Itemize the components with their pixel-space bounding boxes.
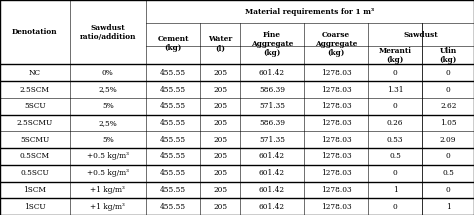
Text: +1 kg/m³: +1 kg/m³ bbox=[91, 186, 125, 194]
Text: 2.62: 2.62 bbox=[440, 102, 456, 110]
Text: 205: 205 bbox=[213, 119, 227, 127]
Text: 2,5%: 2,5% bbox=[99, 86, 117, 94]
Text: 0: 0 bbox=[393, 203, 398, 211]
Text: 455.55: 455.55 bbox=[160, 136, 186, 144]
Text: +1 kg/m³: +1 kg/m³ bbox=[91, 203, 125, 211]
Text: 601.42: 601.42 bbox=[259, 169, 285, 177]
Text: 0: 0 bbox=[393, 69, 398, 77]
Text: Cement
(kg): Cement (kg) bbox=[157, 35, 189, 52]
Text: 571.35: 571.35 bbox=[259, 136, 285, 144]
Text: 0.5SCM: 0.5SCM bbox=[20, 152, 50, 160]
Text: 0.5SCU: 0.5SCU bbox=[20, 169, 49, 177]
Text: 455.55: 455.55 bbox=[160, 119, 186, 127]
Text: 0.53: 0.53 bbox=[387, 136, 403, 144]
Text: 455.55: 455.55 bbox=[160, 69, 186, 77]
Text: 1.05: 1.05 bbox=[440, 119, 456, 127]
Text: 1278.03: 1278.03 bbox=[320, 169, 351, 177]
Text: 205: 205 bbox=[213, 169, 227, 177]
Text: 1: 1 bbox=[393, 186, 398, 194]
Text: 5SCU: 5SCU bbox=[24, 102, 46, 110]
Text: Denotation: Denotation bbox=[12, 28, 58, 36]
Text: 1.31: 1.31 bbox=[387, 86, 403, 94]
Text: Coarse
Aggregate
(kg): Coarse Aggregate (kg) bbox=[315, 31, 357, 57]
Text: 2.5SCM: 2.5SCM bbox=[20, 86, 50, 94]
Text: 1SCM: 1SCM bbox=[23, 186, 46, 194]
Text: Water
(l): Water (l) bbox=[208, 35, 232, 52]
Text: 0.5: 0.5 bbox=[442, 169, 454, 177]
Text: 205: 205 bbox=[213, 186, 227, 194]
Text: 455.55: 455.55 bbox=[160, 203, 186, 211]
Text: 601.42: 601.42 bbox=[259, 152, 285, 160]
Text: 205: 205 bbox=[213, 136, 227, 144]
Text: 1278.03: 1278.03 bbox=[320, 119, 351, 127]
Text: Fine
Aggregate
(kg): Fine Aggregate (kg) bbox=[251, 31, 293, 57]
Text: 455.55: 455.55 bbox=[160, 86, 186, 94]
Text: 601.42: 601.42 bbox=[259, 186, 285, 194]
Text: 1278.03: 1278.03 bbox=[320, 186, 351, 194]
Text: 1278.03: 1278.03 bbox=[320, 152, 351, 160]
Text: 0.5: 0.5 bbox=[389, 152, 401, 160]
Text: +0.5 kg/m³: +0.5 kg/m³ bbox=[87, 152, 129, 160]
Text: 0: 0 bbox=[393, 169, 398, 177]
Text: 455.55: 455.55 bbox=[160, 169, 186, 177]
Text: 0.26: 0.26 bbox=[387, 119, 403, 127]
Text: Material requirements for 1 m³: Material requirements for 1 m³ bbox=[246, 8, 374, 15]
Text: 5%: 5% bbox=[102, 136, 114, 144]
Text: 205: 205 bbox=[213, 152, 227, 160]
Text: 601.42: 601.42 bbox=[259, 69, 285, 77]
Text: 2,5%: 2,5% bbox=[99, 119, 117, 127]
Text: 455.55: 455.55 bbox=[160, 186, 186, 194]
Text: 571.35: 571.35 bbox=[259, 102, 285, 110]
Text: 1278.03: 1278.03 bbox=[320, 102, 351, 110]
Text: 1278.03: 1278.03 bbox=[320, 203, 351, 211]
Text: 205: 205 bbox=[213, 203, 227, 211]
Text: 455.55: 455.55 bbox=[160, 152, 186, 160]
Text: 586.39: 586.39 bbox=[259, 119, 285, 127]
Text: 205: 205 bbox=[213, 86, 227, 94]
Text: 205: 205 bbox=[213, 102, 227, 110]
Text: Sawdust: Sawdust bbox=[404, 31, 438, 39]
Text: 5SCMU: 5SCMU bbox=[20, 136, 50, 144]
Text: 0: 0 bbox=[446, 86, 451, 94]
Text: Sawdust
ratio/addition: Sawdust ratio/addition bbox=[80, 24, 136, 41]
Text: 1278.03: 1278.03 bbox=[320, 69, 351, 77]
Text: +0.5 kg/m³: +0.5 kg/m³ bbox=[87, 169, 129, 177]
Text: 0%: 0% bbox=[102, 69, 114, 77]
Text: 586.39: 586.39 bbox=[259, 86, 285, 94]
Text: 0: 0 bbox=[446, 152, 451, 160]
Text: 455.55: 455.55 bbox=[160, 102, 186, 110]
Text: 1278.03: 1278.03 bbox=[320, 86, 351, 94]
Text: Meranti
(kg): Meranti (kg) bbox=[379, 47, 412, 64]
Text: 2.09: 2.09 bbox=[440, 136, 456, 144]
Text: Ulin
(kg): Ulin (kg) bbox=[439, 47, 457, 64]
Text: 1278.03: 1278.03 bbox=[320, 136, 351, 144]
Text: 0: 0 bbox=[446, 69, 451, 77]
Text: 0: 0 bbox=[446, 186, 451, 194]
Text: 5%: 5% bbox=[102, 102, 114, 110]
Text: 1: 1 bbox=[446, 203, 451, 211]
Text: 2.5SCMU: 2.5SCMU bbox=[17, 119, 53, 127]
Text: NC: NC bbox=[29, 69, 41, 77]
Text: 1SCU: 1SCU bbox=[24, 203, 46, 211]
Text: 601.42: 601.42 bbox=[259, 203, 285, 211]
Text: 205: 205 bbox=[213, 69, 227, 77]
Text: 0: 0 bbox=[393, 102, 398, 110]
